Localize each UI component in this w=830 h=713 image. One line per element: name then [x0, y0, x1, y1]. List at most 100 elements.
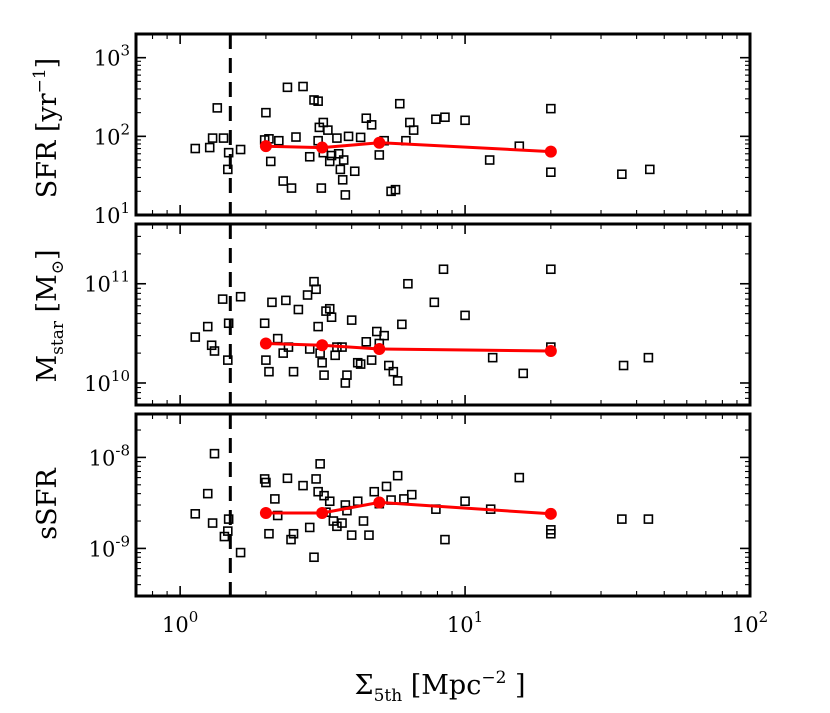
data-point	[288, 366, 299, 377]
data-point	[369, 486, 380, 497]
xlabel-exp: −2	[481, 668, 506, 688]
data-point	[337, 518, 347, 528]
data-point	[324, 496, 335, 507]
data-point	[282, 473, 293, 484]
data-point	[618, 360, 629, 371]
data-point	[313, 321, 323, 332]
data-point	[403, 278, 413, 289]
data-point	[235, 144, 246, 155]
ylabel-sfr-exp: −1	[30, 68, 50, 93]
data-point	[223, 147, 234, 158]
data-point	[340, 378, 351, 388]
data-point	[190, 509, 201, 519]
data-point	[324, 156, 335, 167]
x-tick-label-2: 102	[732, 608, 768, 637]
data-point	[546, 167, 556, 178]
median-point	[544, 145, 557, 158]
data-point	[272, 333, 283, 344]
data-point	[223, 318, 234, 329]
data-point	[546, 264, 556, 275]
data-point	[261, 477, 271, 488]
ylabel-mstar-main: M	[32, 355, 63, 383]
data-point	[223, 526, 233, 536]
data-point	[335, 164, 346, 175]
data-point	[349, 166, 360, 177]
data-point	[440, 534, 450, 545]
data-point	[390, 184, 401, 195]
data-point	[304, 151, 315, 162]
x-tick-label-1: 101	[447, 608, 483, 637]
data-point	[223, 514, 234, 524]
data-point	[355, 359, 366, 369]
data-point	[223, 355, 233, 365]
data-point	[311, 474, 321, 484]
data-point	[293, 304, 304, 315]
data-point	[340, 190, 351, 200]
median-point	[316, 141, 329, 154]
xlabel-sub: 5th	[374, 686, 403, 706]
data-point	[204, 142, 215, 153]
data-point	[364, 530, 374, 540]
data-point	[381, 481, 392, 492]
data-point	[261, 107, 271, 118]
data-point	[546, 528, 556, 539]
data-point	[392, 470, 403, 481]
data-point	[264, 366, 274, 377]
data-point	[209, 448, 220, 459]
y-tick-label-mstar-1: 1011	[84, 268, 130, 297]
data-point	[337, 175, 348, 185]
data-point	[309, 276, 319, 287]
y-tick-label-ssfr-0-exp: -9	[115, 532, 130, 550]
data-point	[388, 366, 399, 377]
data-point	[326, 312, 337, 323]
data-point	[355, 132, 366, 143]
ylabel-sfr-main: SFR [yr	[32, 93, 63, 198]
data-point	[484, 155, 495, 165]
panel-frame	[134, 412, 752, 598]
data-point	[342, 370, 352, 380]
x-tick-label-2-base: 10	[732, 613, 759, 637]
data-point	[316, 183, 327, 193]
ylabel-sfr: SFR [yr−1]	[30, 58, 63, 198]
data-point	[298, 480, 308, 491]
median-point	[373, 343, 386, 356]
ylabel-ssfr: sSFR	[32, 468, 63, 540]
data-point	[202, 321, 213, 332]
median-point	[316, 507, 329, 520]
median-line	[265, 342, 551, 353]
data-point	[643, 514, 654, 524]
median-point	[316, 339, 329, 352]
median-point	[259, 507, 272, 520]
data-point	[286, 183, 297, 193]
data-point	[429, 297, 440, 308]
data-point	[399, 494, 409, 504]
ylabel-mstar: Mstar [M⊙]	[32, 249, 68, 382]
median-point	[373, 496, 386, 509]
data-point	[333, 148, 344, 159]
xlabel-main: Σ	[354, 670, 373, 701]
data-point	[315, 459, 325, 469]
y-tick-label-sfr-1-exp: 2	[120, 120, 130, 138]
y-tick-label-mstar-1-base: 10	[84, 273, 111, 297]
x-tick-label-0-base: 10	[162, 613, 189, 637]
data-point	[326, 150, 337, 161]
data-point	[235, 547, 246, 558]
y-tick-label-mstar-1-exp: 11	[111, 268, 130, 286]
data-point	[298, 81, 308, 92]
panel-frame	[134, 222, 752, 407]
data-point	[374, 150, 385, 160]
data-point	[440, 112, 450, 123]
data-point	[392, 376, 403, 386]
data-point	[405, 117, 415, 128]
data-point	[282, 82, 293, 93]
ylabel-mstar-end: ]	[32, 249, 63, 260]
data-point	[291, 132, 301, 142]
y-tick-label-sfr-1-base: 10	[94, 125, 121, 149]
data-point	[319, 370, 329, 380]
data-point	[319, 490, 329, 501]
data-point	[218, 133, 229, 143]
data-point	[406, 489, 417, 500]
data-point	[311, 284, 321, 295]
data-point	[397, 319, 407, 330]
